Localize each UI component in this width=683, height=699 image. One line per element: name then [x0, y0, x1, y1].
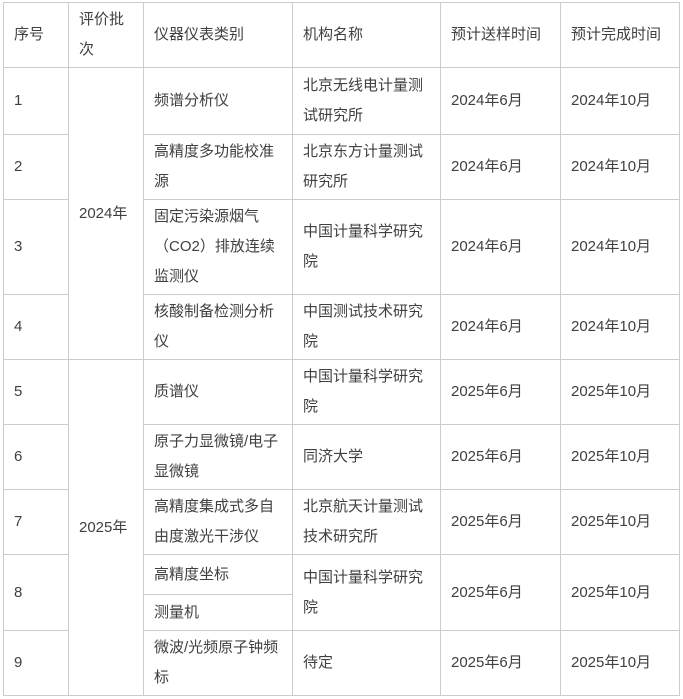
header-category: 仪器仪表类别	[143, 2, 293, 68]
sample-time-cell: 2024年6月	[440, 134, 561, 200]
evaluation-schedule-table: 序号 评价批次 仪器仪表类别 机构名称 预计送样时间 预计完成时间 1 2024…	[3, 2, 680, 696]
finish-time-cell: 2025年10月	[560, 489, 680, 555]
sample-time-cell: 2025年6月	[440, 424, 561, 490]
finish-time-cell: 2025年10月	[560, 424, 680, 490]
seq-cell: 6	[3, 424, 69, 490]
header-sample-time: 预计送样时间	[440, 2, 561, 68]
sample-time-cell: 2025年6月	[440, 489, 561, 555]
sample-time-cell: 2024年6月	[440, 294, 561, 360]
finish-time-cell: 2024年10月	[560, 134, 680, 200]
batch-cell-2024: 2024年	[68, 67, 144, 360]
finish-time-cell: 2024年10月	[560, 294, 680, 360]
batch-cell-2025: 2025年	[68, 359, 144, 696]
header-seq: 序号	[3, 2, 69, 68]
table-row: 测量机	[4, 594, 680, 631]
table-row: 9 微波/光频原子钟频标 待定 2025年6月 2025年10月	[3, 630, 680, 696]
institution-cell: 中国计量科学研究院	[292, 359, 441, 425]
institution-cell: 中国计量科学研究院	[292, 199, 441, 295]
table-row: 8 高精度坐标 中国计量科学研究院 2025年6月 2025年10月	[3, 554, 680, 631]
table-row: 2 高精度多功能校准源 北京东方计量测试研究所 2024年6月 2024年10月	[3, 134, 680, 200]
table-row: 5 2025年 质谱仪 中国计量科学研究院 2025年6月 2025年10月	[3, 359, 680, 696]
category-cell: 质谱仪	[143, 359, 293, 425]
sample-time-cell: 2025年6月	[440, 359, 561, 425]
header-row: 序号 评价批次 仪器仪表类别 机构名称 预计送样时间 预计完成时间	[3, 2, 680, 68]
header-finish-time: 预计完成时间	[560, 2, 680, 68]
category-cell: 核酸制备检测分析仪	[143, 294, 293, 360]
seq-cell: 1	[3, 67, 69, 135]
header-batch: 评价批次	[68, 2, 144, 68]
sample-time-cell: 2024年6月	[440, 199, 561, 295]
category-cell-part: 高精度坐标	[143, 554, 293, 595]
table-row: 1 2024年 频谱分析仪 北京无线电计量测试研究所 2024年6月 2024年…	[3, 67, 680, 360]
seq-cell: 5	[3, 359, 69, 425]
category-cell: 高精度多功能校准源	[143, 134, 293, 200]
table-row: 3 固定污染源烟气（CO2）排放连续监测仪 中国计量科学研究院 2024年6月 …	[3, 199, 680, 295]
finish-time-cell: 2024年10月	[560, 67, 680, 135]
institution-cell: 北京航天计量测试技术研究所	[292, 489, 441, 555]
institution-cell: 待定	[292, 630, 441, 696]
seq-cell: 4	[3, 294, 69, 360]
finish-time-cell: 2025年10月	[560, 359, 680, 425]
category-cell: 高精度集成式多自由度激光干涉仪	[143, 489, 293, 555]
institution-cell: 北京东方计量测试研究所	[292, 134, 441, 200]
sample-time-cell: 2024年6月	[440, 67, 561, 135]
category-cell: 固定污染源烟气（CO2）排放连续监测仪	[143, 199, 293, 295]
seq-cell: 2	[3, 134, 69, 200]
category-cell: 微波/光频原子钟频标	[143, 630, 293, 696]
finish-time-cell: 2024年10月	[560, 199, 680, 295]
seq-cell: 9	[3, 630, 69, 696]
category-cell: 原子力显微镜/电子显微镜	[143, 424, 293, 490]
sample-time-cell: 2025年6月	[440, 554, 561, 631]
institution-cell: 同济大学	[292, 424, 441, 490]
category-cell-part: 测量机	[143, 594, 293, 631]
table-row: 4 核酸制备检测分析仪 中国测试技术研究院 2024年6月 2024年10月	[3, 294, 680, 360]
category-cell: 频谱分析仪	[143, 67, 293, 135]
institution-cell: 中国测试技术研究院	[292, 294, 441, 360]
finish-time-cell: 2025年10月	[560, 630, 680, 696]
institution-cell: 中国计量科学研究院	[292, 554, 441, 631]
seq-cell: 7	[3, 489, 69, 555]
finish-time-cell: 2025年10月	[560, 554, 680, 631]
header-institution: 机构名称	[292, 2, 441, 68]
table-row: 7 高精度集成式多自由度激光干涉仪 北京航天计量测试技术研究所 2025年6月 …	[3, 489, 680, 555]
institution-cell: 北京无线电计量测试研究所	[292, 67, 441, 135]
sample-time-cell: 2025年6月	[440, 630, 561, 696]
seq-cell: 8	[3, 554, 69, 631]
seq-cell: 3	[3, 199, 69, 295]
